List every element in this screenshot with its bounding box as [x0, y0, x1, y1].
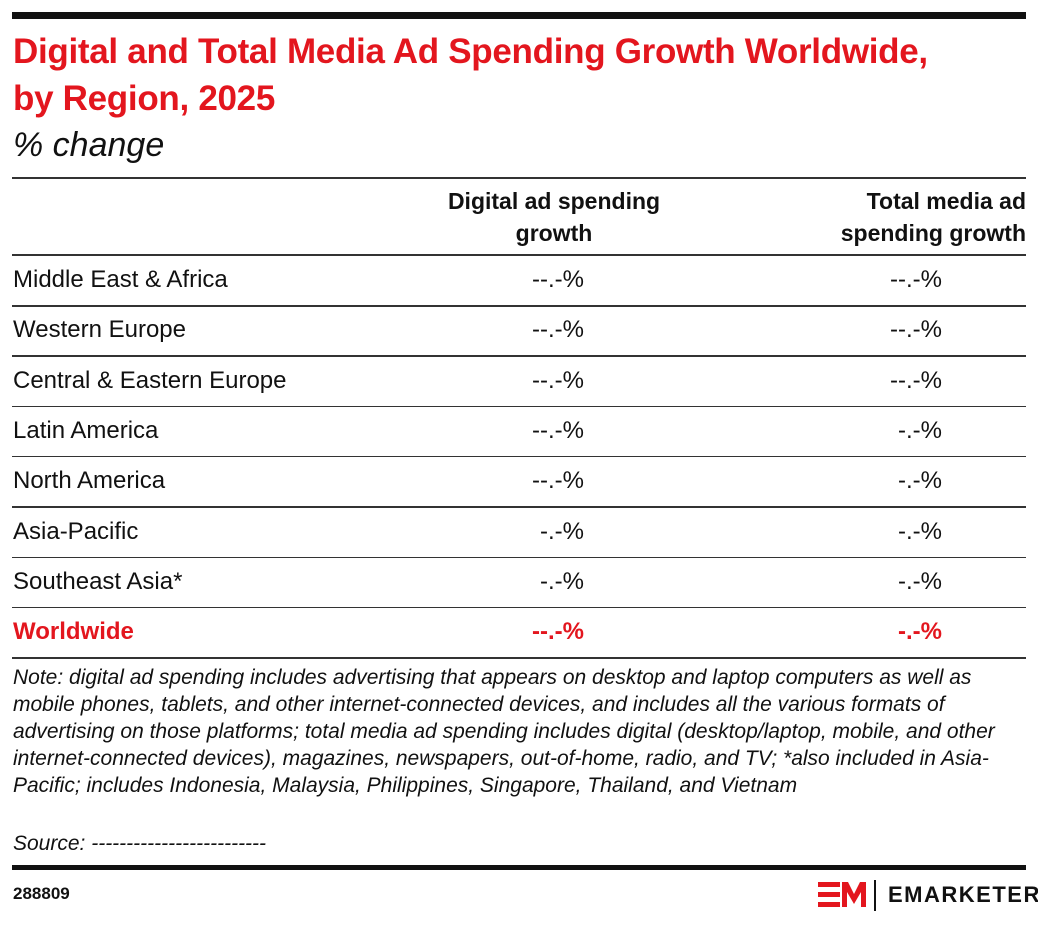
rule: [12, 606, 1026, 609]
cell-value: -.-%: [540, 567, 584, 595]
rule: [12, 657, 1026, 659]
cell-value: -.-%: [898, 416, 942, 444]
row-label: Latin America: [13, 416, 159, 444]
cell-value: -.-%: [898, 467, 942, 495]
cell-value: --.-%: [890, 316, 942, 344]
rule: [12, 177, 1026, 179]
cell-value: --.-%: [890, 366, 942, 394]
row-label: Asia-Pacific: [13, 517, 139, 545]
table-row: Middle East & Africa --.-% --.-%: [12, 255, 1026, 305]
table-row: Southeast Asia* -.-% -.-%: [12, 557, 1026, 607]
cell-value: -.-%: [898, 618, 942, 646]
column-header: Digital ad spending growth: [447, 188, 661, 246]
title: Digital and Total Media Ad Spending Grow…: [13, 32, 928, 118]
rule: [12, 506, 1026, 508]
source: Source: -------------------------: [13, 832, 267, 855]
cell-value: --.-%: [532, 467, 584, 495]
cell-value: --.-%: [890, 266, 942, 293]
chart-id: 288809: [13, 884, 70, 903]
table-row: Asia-Pacific -.-% -.-%: [12, 507, 1026, 557]
rule: [12, 455, 1026, 458]
cell-value: --.-%: [532, 618, 584, 646]
cell-value: -.-%: [898, 567, 942, 595]
cell-value: --.-%: [532, 316, 584, 344]
bottom-rule: [12, 865, 1026, 870]
cell-value: -.-%: [540, 517, 584, 545]
row-label: North America: [13, 467, 166, 495]
column-header: Total media ad spending growth: [840, 188, 1026, 246]
brand: EMARKETER: [888, 882, 1038, 907]
logo-mark: [818, 880, 876, 911]
subtitle: % change: [13, 126, 165, 164]
top-rule: [12, 12, 1026, 19]
row-label: Worldwide: [13, 618, 134, 646]
row-label: Southeast Asia*: [13, 567, 183, 595]
row-label: Central & Eastern Europe: [13, 366, 287, 394]
cell-value: --.-%: [532, 266, 584, 293]
cell-value: -.-%: [898, 517, 942, 545]
table-row: Central & Eastern Europe --.-% --.-%: [12, 356, 1026, 406]
row-label: Western Europe: [13, 316, 186, 344]
cell-value: --.-%: [532, 366, 584, 394]
rule: [12, 305, 1026, 307]
note: Note: digital ad spending includes adver…: [13, 666, 995, 797]
row-label: Middle East & Africa: [13, 266, 228, 293]
rule: [12, 556, 1026, 558]
table-row: Western Europe --.-% --.-%: [12, 305, 1026, 355]
rule: [12, 254, 1026, 256]
rule: [12, 405, 1026, 408]
table-row: Latin America --.-% -.-%: [12, 406, 1026, 456]
cell-value: --.-%: [532, 416, 584, 444]
table-row: North America --.-% -.-%: [12, 456, 1026, 506]
table-row: Worldwide --.-% -.-%: [12, 607, 1026, 657]
rule: [12, 355, 1026, 357]
